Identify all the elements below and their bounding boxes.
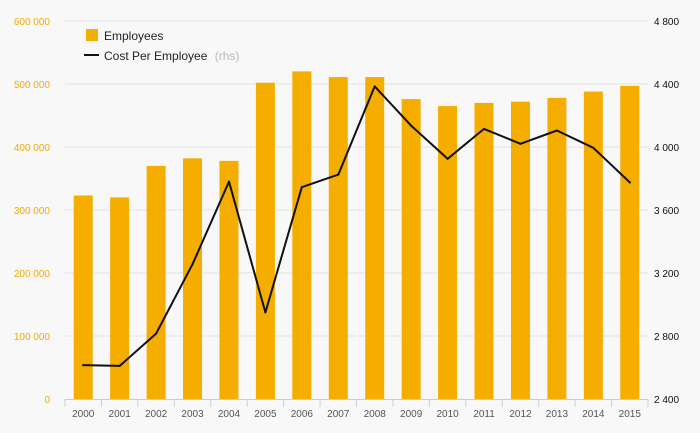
right-tick-label: 2 400 xyxy=(654,395,679,406)
bar-employees-2001 xyxy=(110,197,130,399)
bar-employees-2006 xyxy=(292,71,312,400)
left-tick-label: 200 000 xyxy=(14,269,51,280)
point-cost-2015 xyxy=(628,181,631,184)
bar-employees-2003 xyxy=(183,158,203,399)
x-tick-label-2013: 2013 xyxy=(546,409,569,420)
point-cost-2012 xyxy=(519,142,522,145)
bar-employees-2015 xyxy=(620,85,640,399)
right-tick-label: 4 400 xyxy=(654,80,679,91)
cost-line xyxy=(82,85,631,367)
point-cost-2003 xyxy=(191,263,194,266)
right-tick-label: 2 800 xyxy=(654,332,679,343)
point-cost-2005 xyxy=(264,311,267,314)
legend-employees-label: Employees xyxy=(104,29,163,43)
point-cost-2001 xyxy=(118,364,121,367)
left-tick-label: 0 xyxy=(44,395,50,406)
right-tick-label: 3 200 xyxy=(654,269,679,280)
x-tick-label-2001: 2001 xyxy=(109,409,132,420)
x-tick-label-2007: 2007 xyxy=(327,409,350,420)
x-tick-label-2002: 2002 xyxy=(145,409,168,420)
point-cost-2011 xyxy=(483,127,486,130)
bar-employees-2013 xyxy=(547,97,567,400)
point-cost-2010 xyxy=(446,157,449,160)
bar-employees-2004 xyxy=(219,160,239,399)
bar-employees-2005 xyxy=(255,82,275,400)
point-cost-2008 xyxy=(373,85,376,88)
point-cost-2014 xyxy=(592,146,595,149)
bar-employees-2008 xyxy=(365,77,385,399)
left-tick-label: 500 000 xyxy=(14,80,51,91)
right-tick-label: 4 000 xyxy=(654,143,679,154)
point-cost-2000 xyxy=(82,364,85,367)
x-tick-label-2014: 2014 xyxy=(582,409,605,420)
bar-employees-2009 xyxy=(401,99,421,400)
legend-cost-note: (rhs) xyxy=(215,49,240,63)
point-cost-2006 xyxy=(300,186,303,189)
legend-cost-label: Cost Per Employee (rhs) xyxy=(104,49,239,63)
x-axis xyxy=(64,399,649,407)
x-tick-label-2012: 2012 xyxy=(509,409,532,420)
left-tick-label: 400 000 xyxy=(14,143,51,154)
x-tick-label-2011: 2011 xyxy=(473,409,495,420)
x-tick-label-2006: 2006 xyxy=(291,409,314,420)
x-tick-label-2015: 2015 xyxy=(619,409,642,420)
x-tick-label-2003: 2003 xyxy=(181,409,204,420)
tick-labels: 0 100 000 200 000 300 000 400 000 500 000 600 … xyxy=(14,17,680,420)
employees-bars xyxy=(73,71,640,400)
point-cost-2004 xyxy=(227,180,230,183)
bar-employees-2002 xyxy=(146,165,166,399)
bar-employees-2012 xyxy=(510,101,530,399)
line-cost-per-employee xyxy=(82,85,631,367)
x-tick-label-2008: 2008 xyxy=(364,409,387,420)
legend-employees-swatch xyxy=(86,29,98,41)
point-cost-2013 xyxy=(555,129,558,132)
legend-cost-text: Cost Per Employee xyxy=(104,49,208,63)
bar-employees-2010 xyxy=(438,106,458,400)
bar-employees-2014 xyxy=(583,91,603,399)
legend: Employees Cost Per Employee (rhs) xyxy=(84,29,239,63)
left-tick-label: 300 000 xyxy=(14,206,51,217)
point-cost-2007 xyxy=(337,173,340,176)
point-cost-2009 xyxy=(410,124,413,127)
right-tick-label: 4 800 xyxy=(654,17,679,28)
left-tick-label: 600 000 xyxy=(14,17,51,28)
x-tick-label-2004: 2004 xyxy=(218,409,241,420)
bar-employees-2007 xyxy=(328,77,348,399)
x-tick-label-2000: 2000 xyxy=(72,409,95,420)
point-cost-2002 xyxy=(155,332,158,335)
right-tick-label: 3 600 xyxy=(654,206,679,217)
left-tick-label: 100 000 xyxy=(14,332,51,343)
bar-employees-2000 xyxy=(73,195,93,399)
bar-employees-2011 xyxy=(474,102,494,400)
x-tick-label-2009: 2009 xyxy=(400,409,423,420)
x-tick-label-2010: 2010 xyxy=(436,409,459,420)
x-tick-label-2005: 2005 xyxy=(254,409,277,420)
